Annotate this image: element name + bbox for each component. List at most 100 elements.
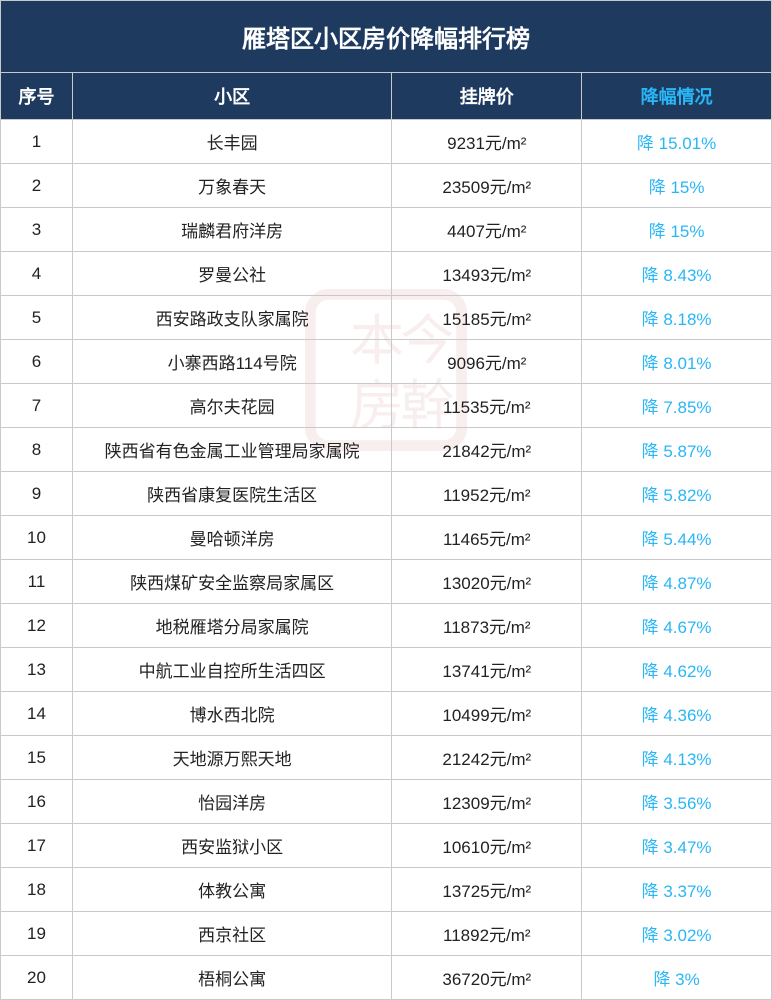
cell-community-name: 西安监狱小区 [72, 824, 392, 868]
cell-index: 5 [1, 296, 73, 340]
cell-index: 20 [1, 956, 73, 1000]
cell-price-drop: 降 15% [582, 164, 772, 208]
cell-community-name: 长丰园 [72, 120, 392, 164]
cell-listing-price: 13725元/m² [392, 868, 582, 912]
price-drop-ranking-table: 雁塔区小区房价降幅排行榜 序号 小区 挂牌价 降幅情况 1长丰园9231元/m²… [0, 0, 772, 1000]
cell-listing-price: 23509元/m² [392, 164, 582, 208]
col-header-index: 序号 [1, 73, 73, 120]
cell-community-name: 高尔夫花园 [72, 384, 392, 428]
table-row: 16怡园洋房12309元/m²降 3.56% [1, 780, 772, 824]
cell-index: 9 [1, 472, 73, 516]
cell-index: 15 [1, 736, 73, 780]
cell-community-name: 万象春天 [72, 164, 392, 208]
cell-listing-price: 4407元/m² [392, 208, 582, 252]
cell-listing-price: 10610元/m² [392, 824, 582, 868]
table-row: 10曼哈顿洋房11465元/m²降 5.44% [1, 516, 772, 560]
table-row: 4罗曼公社13493元/m²降 8.43% [1, 252, 772, 296]
cell-listing-price: 21242元/m² [392, 736, 582, 780]
cell-index: 13 [1, 648, 73, 692]
table-row: 3瑞麟君府洋房4407元/m²降 15% [1, 208, 772, 252]
cell-price-drop: 降 4.13% [582, 736, 772, 780]
table-row: 14博水西北院10499元/m²降 4.36% [1, 692, 772, 736]
table-row: 6小寨西路114号院9096元/m²降 8.01% [1, 340, 772, 384]
table-row: 13中航工业自控所生活四区13741元/m²降 4.62% [1, 648, 772, 692]
cell-index: 14 [1, 692, 73, 736]
table-row: 2万象春天23509元/m²降 15% [1, 164, 772, 208]
table-title-row: 雁塔区小区房价降幅排行榜 [1, 1, 772, 73]
cell-community-name: 博水西北院 [72, 692, 392, 736]
cell-price-drop: 降 8.43% [582, 252, 772, 296]
cell-listing-price: 9096元/m² [392, 340, 582, 384]
col-header-name: 小区 [72, 73, 392, 120]
cell-listing-price: 11892元/m² [392, 912, 582, 956]
table-row: 5西安路政支队家属院15185元/m²降 8.18% [1, 296, 772, 340]
cell-community-name: 罗曼公社 [72, 252, 392, 296]
cell-index: 7 [1, 384, 73, 428]
cell-price-drop: 降 8.01% [582, 340, 772, 384]
cell-price-drop: 降 5.87% [582, 428, 772, 472]
cell-listing-price: 13741元/m² [392, 648, 582, 692]
cell-index: 18 [1, 868, 73, 912]
cell-listing-price: 36720元/m² [392, 956, 582, 1000]
cell-listing-price: 15185元/m² [392, 296, 582, 340]
table-row: 1长丰园9231元/m²降 15.01% [1, 120, 772, 164]
cell-community-name: 小寨西路114号院 [72, 340, 392, 384]
cell-index: 6 [1, 340, 73, 384]
table-header-row: 序号 小区 挂牌价 降幅情况 [1, 73, 772, 120]
cell-listing-price: 11873元/m² [392, 604, 582, 648]
cell-index: 17 [1, 824, 73, 868]
cell-community-name: 梧桐公寓 [72, 956, 392, 1000]
table-body: 1长丰园9231元/m²降 15.01%2万象春天23509元/m²降 15%3… [1, 120, 772, 1000]
cell-price-drop: 降 3.37% [582, 868, 772, 912]
cell-price-drop: 降 5.44% [582, 516, 772, 560]
cell-price-drop: 降 4.36% [582, 692, 772, 736]
cell-price-drop: 降 15.01% [582, 120, 772, 164]
col-header-price: 挂牌价 [392, 73, 582, 120]
cell-listing-price: 11535元/m² [392, 384, 582, 428]
cell-listing-price: 13493元/m² [392, 252, 582, 296]
table-row: 7高尔夫花园11535元/m²降 7.85% [1, 384, 772, 428]
cell-index: 2 [1, 164, 73, 208]
cell-listing-price: 12309元/m² [392, 780, 582, 824]
table-row: 8陕西省有色金属工业管理局家属院21842元/m²降 5.87% [1, 428, 772, 472]
cell-community-name: 怡园洋房 [72, 780, 392, 824]
cell-index: 3 [1, 208, 73, 252]
cell-price-drop: 降 4.87% [582, 560, 772, 604]
table-row: 12地税雁塔分局家属院11873元/m²降 4.67% [1, 604, 772, 648]
cell-price-drop: 降 3.56% [582, 780, 772, 824]
cell-listing-price: 13020元/m² [392, 560, 582, 604]
cell-index: 8 [1, 428, 73, 472]
cell-index: 10 [1, 516, 73, 560]
cell-price-drop: 降 15% [582, 208, 772, 252]
col-header-drop: 降幅情况 [582, 73, 772, 120]
cell-community-name: 陕西省康复医院生活区 [72, 472, 392, 516]
cell-price-drop: 降 5.82% [582, 472, 772, 516]
cell-index: 19 [1, 912, 73, 956]
cell-listing-price: 10499元/m² [392, 692, 582, 736]
cell-index: 4 [1, 252, 73, 296]
cell-community-name: 体教公寓 [72, 868, 392, 912]
cell-price-drop: 降 3.02% [582, 912, 772, 956]
table-row: 20梧桐公寓36720元/m²降 3% [1, 956, 772, 1000]
cell-index: 12 [1, 604, 73, 648]
table-row: 19西京社区11892元/m²降 3.02% [1, 912, 772, 956]
cell-community-name: 中航工业自控所生活四区 [72, 648, 392, 692]
cell-price-drop: 降 3% [582, 956, 772, 1000]
cell-price-drop: 降 4.67% [582, 604, 772, 648]
cell-listing-price: 11465元/m² [392, 516, 582, 560]
cell-community-name: 陕西省有色金属工业管理局家属院 [72, 428, 392, 472]
table-row: 18体教公寓13725元/m²降 3.37% [1, 868, 772, 912]
cell-index: 1 [1, 120, 73, 164]
cell-index: 16 [1, 780, 73, 824]
cell-listing-price: 9231元/m² [392, 120, 582, 164]
cell-price-drop: 降 7.85% [582, 384, 772, 428]
cell-community-name: 西安路政支队家属院 [72, 296, 392, 340]
table-row: 15天地源万熙天地21242元/m²降 4.13% [1, 736, 772, 780]
cell-price-drop: 降 3.47% [582, 824, 772, 868]
cell-listing-price: 11952元/m² [392, 472, 582, 516]
cell-index: 11 [1, 560, 73, 604]
cell-community-name: 陕西煤矿安全监察局家属区 [72, 560, 392, 604]
table-row: 9陕西省康复医院生活区11952元/m²降 5.82% [1, 472, 772, 516]
table-row: 17西安监狱小区10610元/m²降 3.47% [1, 824, 772, 868]
cell-price-drop: 降 4.62% [582, 648, 772, 692]
